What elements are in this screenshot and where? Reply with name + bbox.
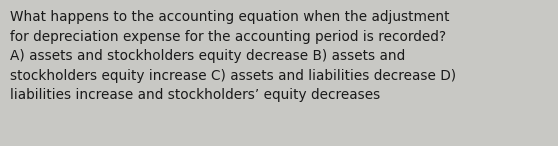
Text: What happens to the accounting equation when the adjustment
for depreciation exp: What happens to the accounting equation … — [10, 10, 456, 102]
